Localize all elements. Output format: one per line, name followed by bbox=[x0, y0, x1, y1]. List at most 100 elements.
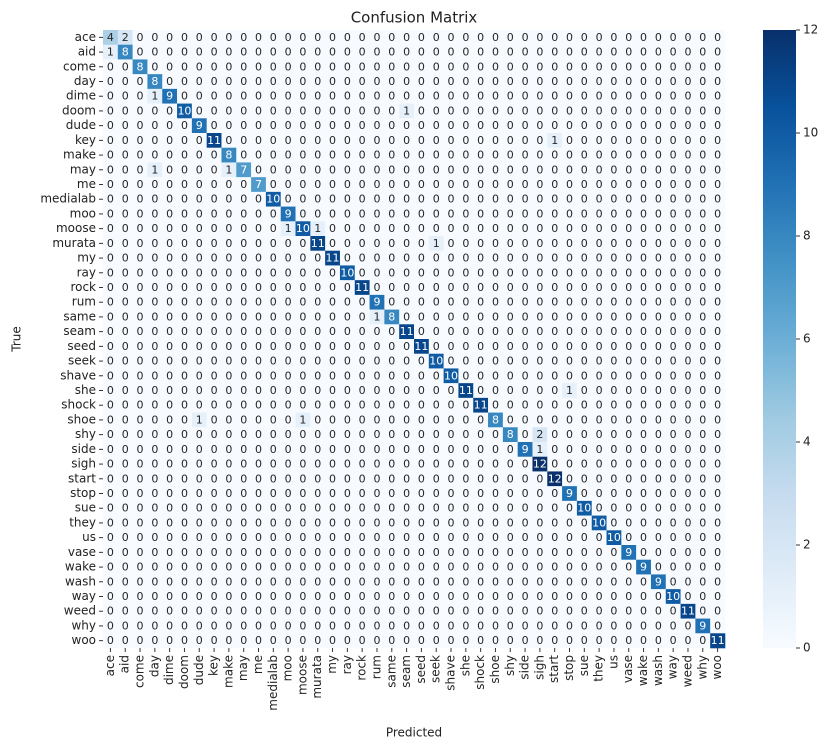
cell-label: 0 bbox=[418, 355, 425, 368]
cell-label: 0 bbox=[240, 178, 247, 191]
cell bbox=[177, 59, 193, 75]
cell bbox=[710, 118, 726, 134]
cell-label: 10 bbox=[444, 369, 458, 382]
cell-label: 0 bbox=[285, 163, 292, 176]
cell-label: 0 bbox=[684, 561, 691, 574]
cell bbox=[295, 133, 311, 149]
cell-label: 0 bbox=[581, 325, 588, 338]
cell bbox=[177, 147, 193, 163]
cell-label: 0 bbox=[462, 60, 469, 73]
cell-label: 0 bbox=[255, 46, 262, 59]
cell-label: 0 bbox=[137, 104, 144, 117]
cell-label: 0 bbox=[403, 31, 410, 44]
cell-label: 0 bbox=[655, 252, 662, 265]
cell-label: 0 bbox=[285, 355, 292, 368]
cell-label: 0 bbox=[240, 487, 247, 500]
cell-label: 0 bbox=[329, 590, 336, 603]
cell-label: 0 bbox=[359, 472, 366, 485]
cell-label: 0 bbox=[581, 531, 588, 544]
cell-label: 0 bbox=[270, 472, 277, 485]
cell-label: 0 bbox=[477, 325, 484, 338]
cell-label: 0 bbox=[196, 472, 203, 485]
cell-label: 0 bbox=[640, 31, 647, 44]
cell-label: 0 bbox=[225, 325, 232, 338]
cell-label: 0 bbox=[166, 222, 173, 235]
cell-label: 0 bbox=[344, 178, 351, 191]
cell-label: 0 bbox=[699, 296, 706, 309]
cell-label: 0 bbox=[240, 46, 247, 59]
cell-label: 0 bbox=[211, 310, 218, 323]
y-tick-label: shave bbox=[60, 368, 96, 382]
cell-label: 0 bbox=[670, 413, 677, 426]
y-tick-label: seek bbox=[68, 354, 96, 368]
cell-label: 0 bbox=[551, 178, 558, 191]
cell bbox=[636, 59, 652, 75]
cell-label: 0 bbox=[225, 487, 232, 500]
cell-label: 0 bbox=[462, 399, 469, 412]
cell-label: 0 bbox=[137, 178, 144, 191]
cell bbox=[488, 133, 504, 149]
cell-label: 0 bbox=[566, 516, 573, 529]
cell-label: 0 bbox=[551, 458, 558, 471]
cell-label: 0 bbox=[403, 458, 410, 471]
cell-label: 0 bbox=[418, 443, 425, 456]
x-tick-label: moose bbox=[295, 655, 309, 695]
cell-label: 0 bbox=[684, 443, 691, 456]
cell-label: 0 bbox=[388, 575, 395, 588]
cell-label: 0 bbox=[477, 443, 484, 456]
cell-label: 0 bbox=[359, 502, 366, 515]
cell-label: 0 bbox=[551, 149, 558, 162]
cell-label: 0 bbox=[610, 472, 617, 485]
cell-label: 0 bbox=[137, 516, 144, 529]
cell-label: 0 bbox=[477, 207, 484, 220]
cell-label: 0 bbox=[625, 281, 632, 294]
cell-label: 0 bbox=[270, 163, 277, 176]
x-tick-label: dude bbox=[192, 655, 206, 685]
cell-label: 0 bbox=[507, 502, 514, 515]
y-tick-label: ace bbox=[75, 30, 96, 44]
cell-label: 0 bbox=[270, 340, 277, 353]
cell-label: 0 bbox=[225, 458, 232, 471]
cell-label: 9 bbox=[196, 119, 203, 132]
cell-label: 0 bbox=[359, 252, 366, 265]
cell bbox=[221, 44, 237, 60]
cell-label: 8 bbox=[122, 46, 129, 59]
cell-label: 0 bbox=[181, 546, 188, 559]
cell-label: 0 bbox=[699, 369, 706, 382]
y-tick-label: shoe bbox=[67, 412, 96, 426]
cell-label: 0 bbox=[640, 193, 647, 206]
cell-label: 0 bbox=[137, 325, 144, 338]
cell-label: 0 bbox=[196, 561, 203, 574]
cell-label: 0 bbox=[684, 340, 691, 353]
cell-label: 0 bbox=[640, 163, 647, 176]
cell-label: 0 bbox=[492, 281, 499, 294]
cell-label: 0 bbox=[196, 619, 203, 632]
cell-label: 0 bbox=[536, 90, 543, 103]
cell-label: 0 bbox=[640, 207, 647, 220]
cell-label: 0 bbox=[448, 443, 455, 456]
cell-label: 0 bbox=[196, 325, 203, 338]
cell-label: 0 bbox=[181, 472, 188, 485]
cell bbox=[354, 133, 370, 149]
cell-label: 1 bbox=[196, 413, 203, 426]
cell-label: 1 bbox=[151, 163, 158, 176]
cell-label: 0 bbox=[522, 104, 529, 117]
cell-label: 0 bbox=[403, 428, 410, 441]
cell-label: 0 bbox=[151, 119, 158, 132]
cell-label: 0 bbox=[536, 149, 543, 162]
cell-label: 0 bbox=[655, 296, 662, 309]
cell-label: 0 bbox=[448, 296, 455, 309]
cell bbox=[532, 103, 548, 119]
cell-label: 0 bbox=[137, 46, 144, 59]
cell-label: 0 bbox=[551, 399, 558, 412]
cell-label: 0 bbox=[714, 46, 721, 59]
cell-label: 0 bbox=[433, 163, 440, 176]
cell-label: 0 bbox=[270, 619, 277, 632]
cell bbox=[710, 133, 726, 149]
cell-label: 0 bbox=[477, 134, 484, 147]
cell-label: 0 bbox=[314, 413, 321, 426]
cell-label: 0 bbox=[270, 384, 277, 397]
cell-label: 0 bbox=[433, 487, 440, 500]
cell-label: 0 bbox=[433, 458, 440, 471]
cell-label: 10 bbox=[296, 222, 310, 235]
